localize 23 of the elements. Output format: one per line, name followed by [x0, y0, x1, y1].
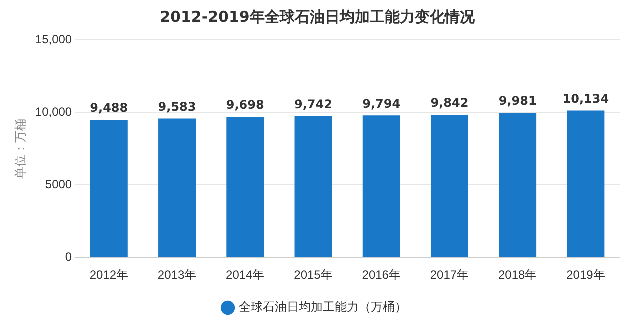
x-tick-label: 2016年 [362, 268, 401, 282]
y-tick-label: 15,000 [35, 32, 72, 47]
data-label: 9,488 [90, 101, 128, 116]
chart-title: 2012-2019年全球石油日均加工能力变化情况 [159, 8, 476, 28]
data-label: 9,794 [362, 96, 401, 111]
legend-label: 全球石油日均加工能力（万桶） [239, 300, 407, 314]
x-tick-label: 2017年 [430, 268, 470, 282]
data-label: 9,583 [158, 100, 196, 114]
y-axis-title: 单位：万桶 [14, 118, 28, 179]
x-tick-label: 2018年 [498, 268, 538, 282]
data-label: 9,981 [498, 94, 537, 108]
data-label: 9,742 [294, 98, 332, 112]
x-tick-label: 2013年 [158, 268, 197, 282]
y-tick-label: 10,000 [35, 104, 72, 119]
y-tick-label: 0 [65, 250, 72, 264]
data-label: 9,842 [430, 96, 469, 110]
x-tick-label: 2014年 [226, 268, 265, 282]
y-tick-label: 5000 [45, 177, 72, 192]
x-tick-label: 2012年 [90, 268, 129, 282]
data-label: 10,134 [562, 92, 610, 106]
x-tick-label: 2015年 [294, 268, 333, 282]
x-tick-label: 2019年 [566, 268, 606, 282]
data-label: 9,698 [226, 98, 264, 112]
